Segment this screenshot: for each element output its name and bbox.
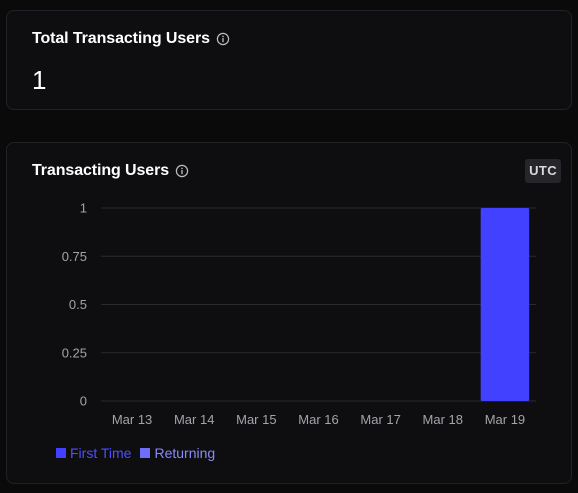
x-tick-label: Mar 18 xyxy=(423,412,463,427)
chart-legend: First Time Returning xyxy=(56,445,224,461)
x-tick-label: Mar 14 xyxy=(174,412,214,427)
total-transacting-users-value: 1 xyxy=(32,65,47,95)
legend-item-first-time[interactable]: First Time xyxy=(56,445,131,461)
total-transacting-users-card: Total Transacting Users 1 xyxy=(6,10,572,110)
info-icon[interactable] xyxy=(216,32,230,46)
legend-swatch-first-time xyxy=(56,448,66,458)
legend-label-first-time: First Time xyxy=(70,445,132,461)
y-tick-label: 0.5 xyxy=(69,297,87,312)
y-tick-label: 0.25 xyxy=(62,345,87,360)
x-tick-label: Mar 15 xyxy=(236,412,276,427)
transacting-users-chart-card: Transacting Users UTC 0 0.25 0.5 0.75 1 Mar 1… xyxy=(6,142,572,484)
x-tick-label: Mar 17 xyxy=(360,412,400,427)
y-tick-label: 0 xyxy=(80,394,87,409)
total-transacting-users-title: Total Transacting Users xyxy=(32,30,210,47)
transacting-users-title: Transacting Users xyxy=(32,162,170,179)
legend-swatch-returning xyxy=(140,448,151,458)
legend-label-returning: Returning xyxy=(154,445,216,461)
info-icon[interactable] xyxy=(175,164,189,178)
total-transacting-users-title-row: Total Transacting Users xyxy=(32,30,230,48)
legend-item-returning[interactable]: Returning xyxy=(140,445,215,461)
transacting-users-chart: 0 0.25 0.5 0.75 1 Mar 13 Mar 14 Mar 15 Mar 16 Mar… xyxy=(62,201,536,427)
x-tick-label: Mar 16 xyxy=(298,412,338,427)
timezone-badge[interactable]: UTC xyxy=(525,159,561,183)
x-tick-label: Mar 13 xyxy=(112,412,152,427)
y-tick-label: 0.75 xyxy=(62,249,87,264)
x-tick-label: Mar 19 xyxy=(485,412,525,427)
bar-first-time[interactable] xyxy=(480,208,530,401)
transacting-users-title-row: Transacting Users xyxy=(32,162,189,180)
y-tick-label: 1 xyxy=(80,201,87,216)
